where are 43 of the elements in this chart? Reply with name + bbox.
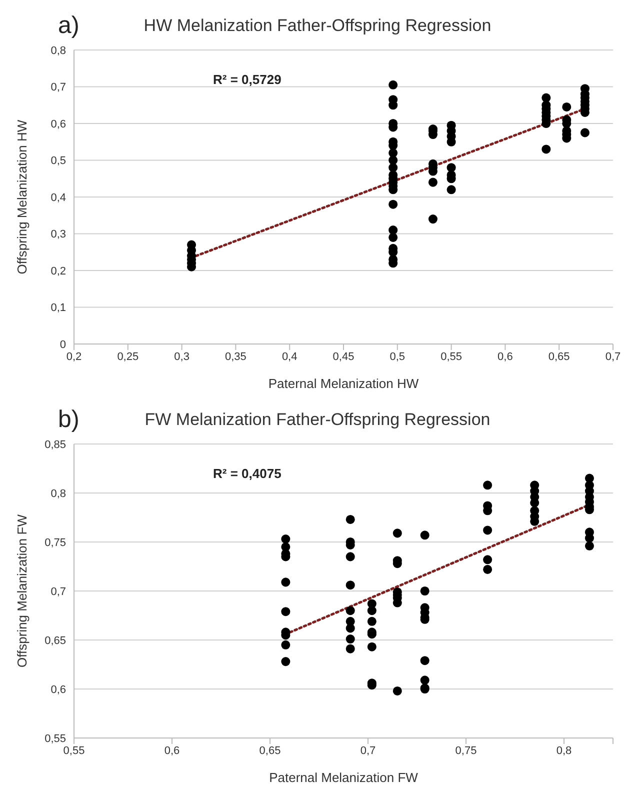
y-tick-label: 0,6 bbox=[50, 684, 66, 696]
annotation: R² = 0,5729 bbox=[213, 72, 282, 87]
chart-title: HW Melanization Father-Offspring Regression bbox=[144, 16, 492, 36]
y-axis-title: Offspring Melanization FW bbox=[14, 514, 30, 668]
x-tick-label: 0,25 bbox=[117, 350, 139, 363]
x-tick-label: 0,55 bbox=[63, 744, 85, 757]
y-tick-label: 0,7 bbox=[50, 82, 66, 94]
y-tick-label: 0,1 bbox=[50, 302, 66, 314]
x-axis-title: Paternal Melanization HW bbox=[268, 376, 420, 391]
y-tick-label: 0,55 bbox=[44, 732, 66, 745]
x-tick-label: 0,8 bbox=[556, 744, 572, 757]
y-tick-label: 0,2 bbox=[50, 265, 66, 278]
y-tick-label: 0 bbox=[60, 338, 66, 351]
x-tick-label: 0,7 bbox=[605, 350, 621, 363]
text: b) bbox=[58, 406, 80, 434]
x-tick-label: 0,6 bbox=[498, 350, 513, 363]
x-tick-label: 0,65 bbox=[548, 350, 570, 363]
chart-title: FW Melanization Father-Offspring Regression bbox=[144, 410, 490, 430]
x-tick-label: 0,45 bbox=[332, 350, 354, 363]
annotation: R² = 0,4075 bbox=[213, 466, 282, 481]
y-tick-label: 0,65 bbox=[44, 634, 66, 647]
text: a) bbox=[58, 12, 80, 40]
x-tick-label: 0,4 bbox=[282, 350, 298, 363]
y-tick-label: 0,5 bbox=[50, 155, 66, 168]
y-tick-label: 0,7 bbox=[50, 586, 66, 598]
x-tick-label: 0,55 bbox=[440, 350, 462, 363]
x-tick-label: 0,5 bbox=[390, 350, 406, 363]
x-tick-label: 0,3 bbox=[174, 350, 190, 363]
x-tick-label: 0,65 bbox=[259, 744, 281, 757]
x-tick-label: 0,2 bbox=[66, 350, 82, 363]
y-tick-label: 0,6 bbox=[50, 118, 66, 130]
y-tick-label: 0,4 bbox=[50, 192, 66, 204]
x-tick-label: 0,35 bbox=[224, 350, 246, 363]
y-tick-label: 0,85 bbox=[44, 438, 66, 451]
y-tick-label: 0,8 bbox=[50, 44, 66, 57]
y-tick-label: 0,75 bbox=[44, 536, 66, 549]
y-tick-label: 0,3 bbox=[50, 228, 66, 241]
x-tick-label: 0,7 bbox=[360, 744, 376, 757]
y-tick-label: 0,8 bbox=[50, 488, 66, 500]
x-axis-title: Paternal Melanization FW bbox=[269, 770, 419, 785]
x-tick-label: 0,75 bbox=[455, 744, 477, 757]
y-axis-title: Offspring Melanization HW bbox=[14, 119, 30, 274]
x-tick-label: 0,6 bbox=[164, 744, 180, 757]
